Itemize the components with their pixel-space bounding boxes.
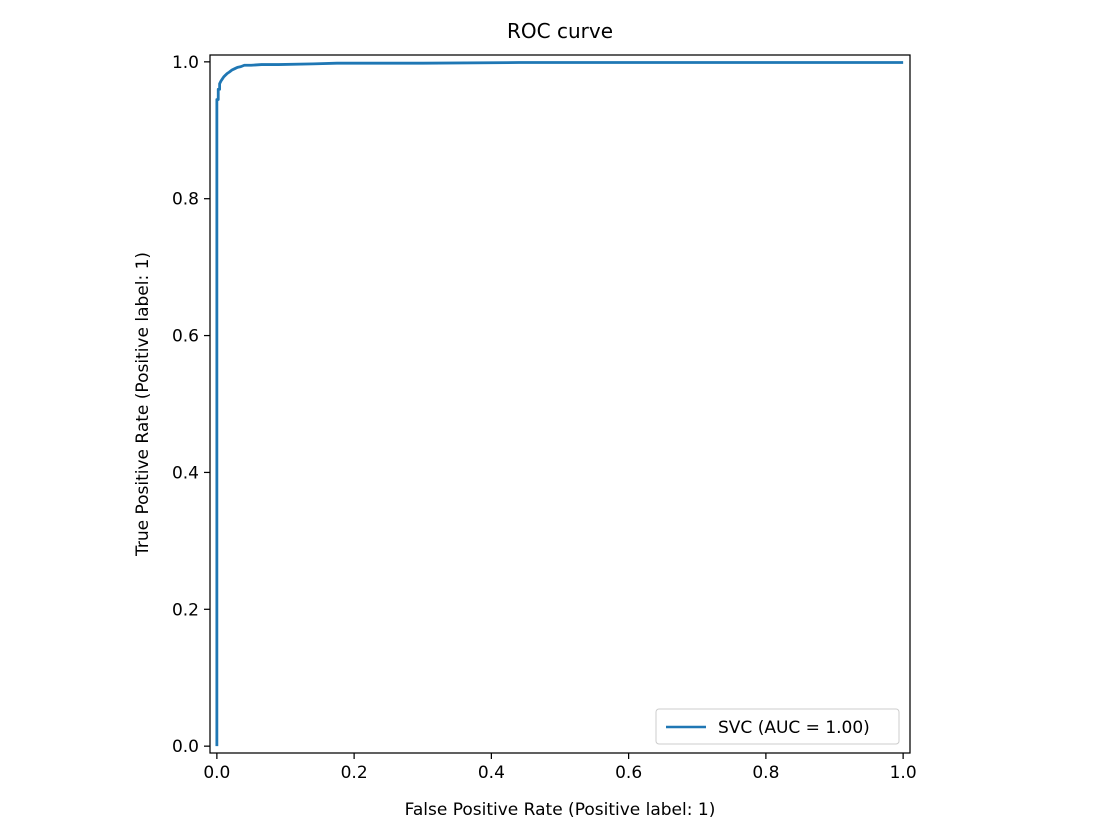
y-tick-label: 0.2 [172, 600, 199, 620]
x-tick-label: 0.4 [478, 763, 505, 783]
series-line-svc [215, 61, 904, 747]
y-tick-label: 0.8 [172, 190, 199, 210]
legend: SVC (AUC = 1.00) [655, 708, 900, 745]
y-tick-label: 1.0 [172, 53, 199, 73]
chart-title: ROC curve [507, 19, 613, 43]
y-axis-ticks: 0.0 0.2 0.4 0.6 0.8 1.0 [172, 53, 210, 757]
series-layer [215, 61, 904, 747]
y-tick-label: 0.6 [172, 327, 199, 347]
y-axis-label: True Positive Rate (Positive label: 1) [133, 252, 153, 557]
x-tick-label: 1.0 [890, 763, 917, 783]
x-tick-label: 0.8 [752, 763, 779, 783]
legend-label-svc: SVC (AUC = 1.00) [718, 718, 870, 738]
legend-box [655, 708, 900, 745]
y-tick-label: 0.4 [172, 463, 199, 483]
plot-frame [209, 54, 911, 754]
x-tick-label: 0.0 [203, 763, 230, 783]
x-axis-label: False Positive Rate (Positive label: 1) [405, 800, 716, 820]
x-tick-label: 0.6 [615, 763, 642, 783]
x-tick-label: 0.2 [341, 763, 368, 783]
x-axis-ticks: 0.0 0.2 0.4 0.6 0.8 1.0 [203, 753, 917, 783]
y-tick-label: 0.0 [172, 737, 199, 757]
